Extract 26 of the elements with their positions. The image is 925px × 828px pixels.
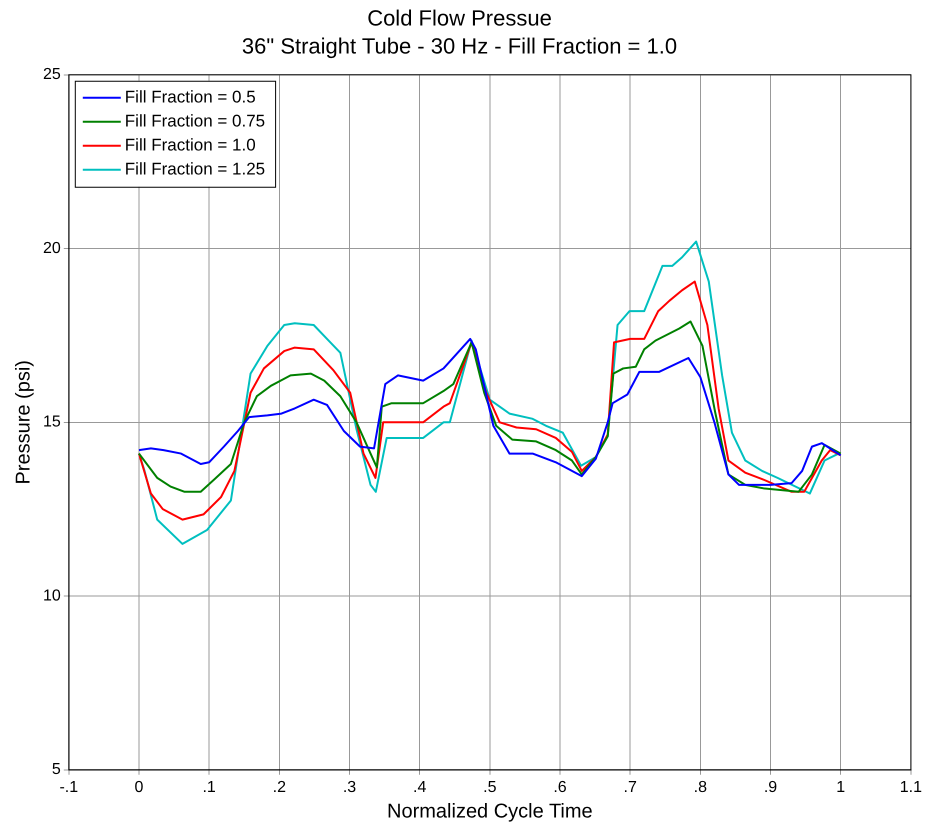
y-tick-label: 5 [52,761,61,778]
y-tick-label: 25 [43,66,61,84]
chart-title: Cold Flow Pressue [367,5,552,30]
x-tick-label: .9 [764,778,778,796]
x-tick-label: .2 [272,778,286,796]
x-tick-label: .3 [342,778,356,796]
x-tick-label: .1 [202,778,216,796]
chart-subtitle: 36" Straight Tube - 30 Hz - Fill Fraction = 1.0 [242,34,678,59]
legend-label: Fill Fraction = 1.25 [124,159,266,178]
x-tick-label: 1.1 [900,778,922,796]
legend-label: Fill Fraction = 0.75 [124,111,266,130]
y-tick-label: 10 [43,587,61,604]
x-tick-label: .5 [483,778,497,796]
x-tick-label: 1 [836,778,846,796]
x-tick-label: -.1 [59,778,78,796]
legend-label: Fill Fraction = 1.0 [124,135,256,154]
y-tick-label: 20 [43,240,61,257]
x-tick-label: .6 [553,778,567,796]
y-tick-label: 15 [43,414,61,431]
x-tick-label: .7 [624,778,637,796]
x-tick-label: 0 [134,778,144,796]
x-tick-label: .4 [412,778,426,796]
y-axis-title: Pressure (psi) [12,360,35,485]
legend-label: Fill Fraction = 0.5 [124,87,256,106]
x-tick-label: .8 [694,778,708,796]
x-axis-title: Normalized Cycle Time [387,800,593,823]
